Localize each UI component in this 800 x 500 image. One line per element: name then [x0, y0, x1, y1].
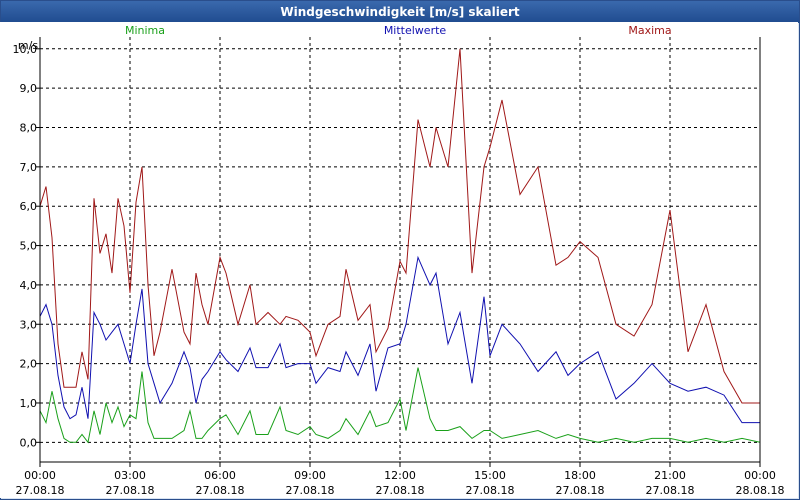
legend-item-mittelwerte: Mittelwerte [384, 24, 447, 37]
x-tick-date: 27.08.18 [16, 484, 65, 497]
plot-area-background [0, 22, 798, 498]
x-tick-time: 00:00 [744, 469, 776, 482]
x-tick-time: 06:00 [204, 469, 236, 482]
legend-item-maxima: Maxima [628, 24, 671, 37]
x-tick-time: 00:00 [24, 469, 56, 482]
series-layer [39, 48, 761, 444]
series-line-mittelwerte [39, 255, 760, 424]
x-tick-date: 27.08.18 [646, 484, 695, 497]
y-tick-label: 9,0 [20, 82, 38, 95]
y-tick-label: 3,0 [20, 318, 38, 331]
window-title: Windgeschwindigkeit [m/s] skaliert [280, 5, 520, 19]
x-tick-time: 09:00 [294, 469, 326, 482]
x-tick-time: 12:00 [384, 469, 416, 482]
series-line-maxima [39, 48, 760, 404]
grid [40, 37, 760, 462]
x-tick-date: 27.08.18 [376, 484, 425, 497]
title-bar: Windgeschwindigkeit [m/s] skaliert [1, 1, 799, 23]
chart-svg: 0,0 1,0 2,0 3,0 4,0 5,0 6,0 7,0 8,0 9,0 10,0 00:00 2… [0, 22, 798, 498]
x-tick-time: 03:00 [114, 469, 146, 482]
axes: 0,0 1,0 2,0 3,0 4,0 5,0 6,0 7,0 8,0 9,0 10,0 00:00 2… [13, 37, 785, 497]
x-tick-time: 15:00 [474, 469, 506, 482]
y-tick-label: 8,0 [20, 122, 38, 135]
y-axis-label: m/s [18, 39, 38, 52]
y-tick-label: 4,0 [20, 279, 38, 292]
x-tick-date: 27.08.18 [106, 484, 155, 497]
y-tick-label: 2,0 [20, 358, 38, 371]
y-tick-label: 5,0 [20, 240, 38, 253]
x-tick-date: 27.08.18 [466, 484, 515, 497]
x-tick-time: 18:00 [564, 469, 596, 482]
series-line-minima [39, 367, 761, 444]
y-tick-label: 10,0 [13, 43, 38, 56]
x-tick-date: 27.08.18 [196, 484, 245, 497]
y-tick-label: 1,0 [20, 397, 38, 410]
y-tick-label: 6,0 [20, 200, 38, 213]
y-tick-label: 7,0 [20, 161, 38, 174]
legend: Minima Mittelwerte Maxima [125, 24, 672, 37]
x-tick-date: 28.08.18 [736, 484, 785, 497]
x-tick-date: 27.08.18 [286, 484, 335, 497]
x-tick-time: 21:00 [654, 469, 686, 482]
y-tick-label: 0,0 [20, 436, 38, 449]
x-tick-date: 27.08.18 [556, 484, 605, 497]
legend-item-minima: Minima [125, 24, 165, 37]
